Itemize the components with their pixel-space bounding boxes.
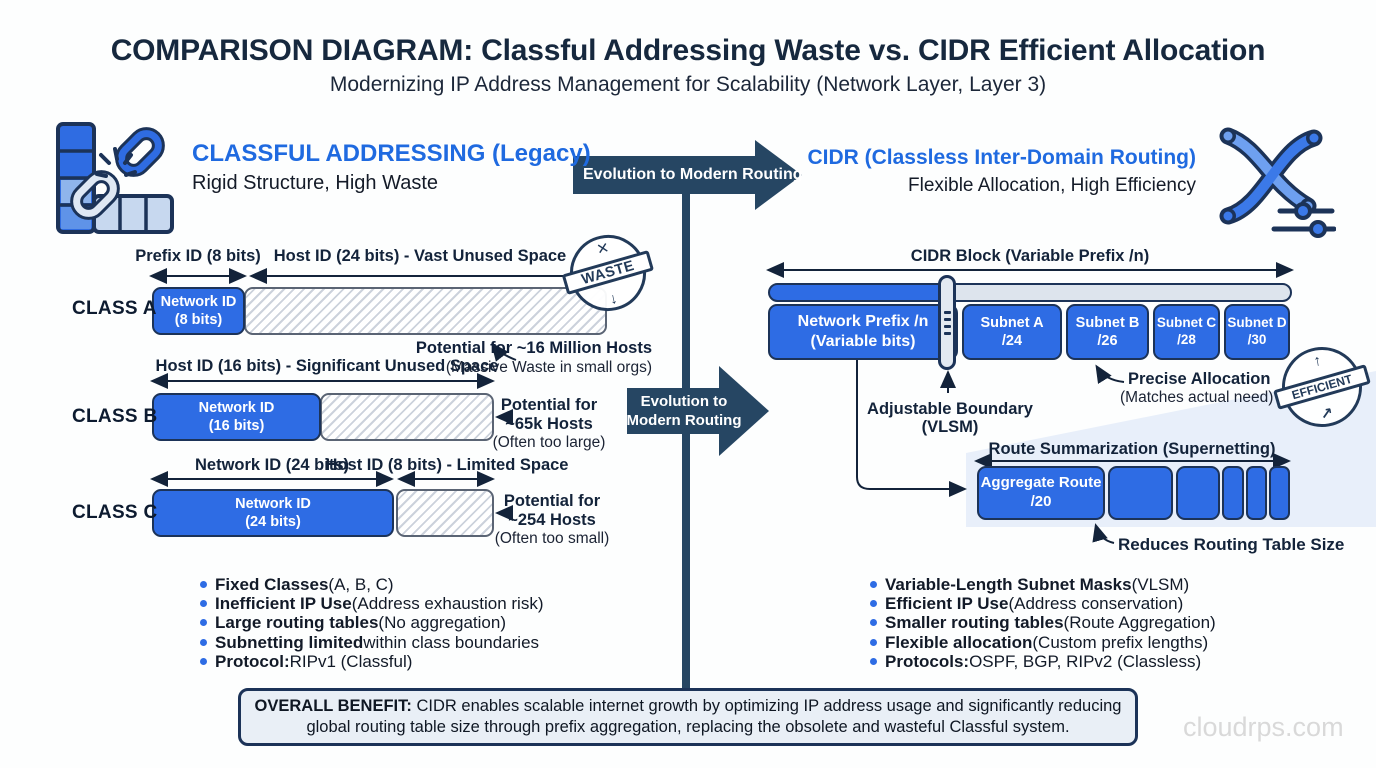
bullet-icon	[870, 600, 877, 607]
efficient-stamp-up-arrow-icon: ↑	[1312, 351, 1323, 370]
evolution-trunk-line	[682, 192, 690, 690]
vlsm-slider-handle-icon	[938, 275, 956, 370]
subnet-b-box: Subnet B /26	[1066, 304, 1149, 360]
class-a-note-plain: (Massive Waste in small orgs)	[445, 359, 652, 376]
class-a-network-box: Network ID (8 bits)	[152, 287, 245, 335]
class-b-host-hatch-box	[320, 393, 494, 441]
page-subtitle: Modernizing IP Address Management for Sc…	[329, 73, 1047, 96]
adjustable-boundary-label1: Adjustable Boundary	[867, 400, 1033, 418]
classful-list-item: Inefficient IP Use (Address exhaustion r…	[200, 594, 544, 613]
class-b-row-label: CLASS B	[72, 406, 158, 427]
bullet-icon	[200, 581, 207, 588]
reduces-note-arrow	[1092, 523, 1115, 544]
subnet-d-box: Subnet D /30	[1224, 304, 1290, 360]
cidr-list-item: Flexible allocation (Custom prefix lengt…	[870, 633, 1208, 652]
evolution-arrow-mid-label-line2: Modern Routing	[626, 412, 742, 429]
network-prefix-box: Network Prefix /n (Variable bits)	[768, 304, 958, 360]
class-a-note-bold: Potential for ~16 Million Hosts	[415, 339, 652, 357]
aggregate-sub-box	[1269, 466, 1290, 520]
aggregate-sub-box	[1108, 466, 1173, 520]
class-b-note-bold1: Potential for	[500, 396, 598, 414]
aggregate-sub-box	[1176, 466, 1220, 520]
route-summarization-label: Route Summarization (Supernetting)	[988, 440, 1276, 458]
precise-allocation-bold: Precise Allocation	[1128, 370, 1271, 388]
overall-benefit-box: OVERALL BENEFIT: CIDR enables scalable i…	[238, 688, 1138, 746]
precise-allocation-plain: (Matches actual need)	[1120, 389, 1274, 406]
bullet-icon	[200, 619, 207, 626]
class-a-prefix-dim-label: Prefix ID (8 bits)	[135, 247, 261, 265]
class-c-network-dim-label: Network ID (24 bits)	[194, 456, 350, 474]
bullet-icon	[870, 581, 877, 588]
class-a-host-hatch-box	[244, 287, 607, 335]
evolution-arrow-top-head	[755, 140, 802, 210]
benefit-text: CIDR enables scalable internet growth by…	[306, 697, 1122, 736]
prefix-to-aggregate-connector	[856, 360, 967, 497]
classful-list-item: Large routing tables (No aggregation)	[200, 613, 506, 632]
evolution-arrow-top-shaft	[573, 156, 755, 194]
class-c-network-box: Network ID (24 bits)	[152, 489, 394, 537]
class-c-host-dim-label: Host ID (8 bits) - Limited Space	[325, 456, 569, 474]
cidr-list-item: Protocols: OSPF, BGP, RIPv2 (Classless)	[870, 652, 1201, 671]
class-c-row-label: CLASS C	[72, 502, 158, 523]
bullet-icon	[870, 619, 877, 626]
evolution-arrow-mid-shaft	[627, 388, 719, 434]
adjustable-boundary-label2: (VLSM)	[921, 418, 979, 436]
benefit-bold: OVERALL BENEFIT:	[254, 697, 412, 715]
classful-heading: CLASSFUL ADDRESSING (Legacy)	[192, 140, 591, 167]
bullet-icon	[200, 600, 207, 607]
evolution-arrow-top-label: Evolution to Modern Routing	[583, 166, 803, 183]
bullet-icon	[200, 639, 207, 646]
aggregate-sub-box	[1246, 466, 1267, 520]
reduces-routing-note: Reduces Routing Table Size	[1118, 535, 1345, 554]
class-b-network-box: Network ID (16 bits)	[152, 393, 321, 441]
classful-list-item: Fixed Classes (A, B, C)	[200, 575, 394, 594]
class-b-host-dim-label: Host ID (16 bits) - Significant Unused S…	[155, 357, 499, 375]
broken-chain-blocks-icon	[56, 122, 174, 234]
class-a-row-label: CLASS A	[72, 298, 157, 319]
cidr-list-item: Smaller routing tables (Route Aggregatio…	[870, 613, 1216, 632]
cidr-list-item: Efficient IP Use (Address conservation)	[870, 594, 1183, 613]
efficient-stamp-diag-arrow-icon: ↗	[1319, 404, 1335, 424]
class-a-note-arrow	[491, 342, 517, 362]
subnet-a-box: Subnet A /24	[962, 304, 1062, 360]
bullet-icon	[870, 658, 877, 665]
aggregate-sub-box	[1222, 466, 1244, 520]
waste-stamp-down-arrow-icon: ↓	[608, 289, 619, 309]
classful-subheading: Rigid Structure, High Waste	[192, 172, 439, 194]
aggregate-route-box: Aggregate Route /20	[977, 466, 1105, 520]
bullet-icon	[870, 639, 877, 646]
class-c-note-bold1: Potential for	[503, 492, 601, 510]
flexible-routing-icon	[1219, 127, 1336, 238]
cidr-list-item: Variable-Length Subnet Masks (VLSM)	[870, 575, 1189, 594]
classful-list-item: Protocol: RIPv1 (Classful)	[200, 652, 412, 671]
page-title: COMPARISON DIAGRAM: Classful Addressing …	[110, 34, 1266, 67]
classful-list-item: Subnetting limited within class boundari…	[200, 633, 539, 652]
class-c-host-hatch-box	[396, 489, 494, 537]
watermark: cloudrps.com	[1183, 712, 1344, 742]
cidr-subheading: Flexible Allocation, High Efficiency	[908, 175, 1196, 196]
class-a-host-dim-label: Host ID (24 bits) - Vast Unused Space	[273, 247, 567, 265]
class-b-note-plain: (Often too large)	[492, 434, 606, 451]
precise-allocation-arrow	[1095, 364, 1125, 384]
efficient-stamp-label: EFFICIENT	[1273, 364, 1371, 410]
evolution-arrow-mid-label-line1: Evolution to	[640, 393, 728, 410]
class-b-note-bold2: ~65k Hosts	[505, 415, 593, 433]
bullet-icon	[200, 658, 207, 665]
class-c-note-plain: (Often too small)	[494, 530, 610, 547]
cidr-slider-bar	[768, 283, 1292, 302]
evolution-arrow-mid-head	[719, 366, 769, 456]
class-c-note-bold2: ~254 Hosts	[508, 511, 596, 529]
subnet-c-box: Subnet C /28	[1153, 304, 1220, 360]
waste-stamp-label: WASTE	[561, 250, 655, 296]
cidr-block-dim-label: CIDR Block (Variable Prefix /n)	[910, 247, 1150, 265]
cidr-heading: CIDR (Classless Inter-Domain Routing)	[807, 146, 1196, 169]
waste-stamp-x-icon: ✕	[594, 239, 611, 259]
